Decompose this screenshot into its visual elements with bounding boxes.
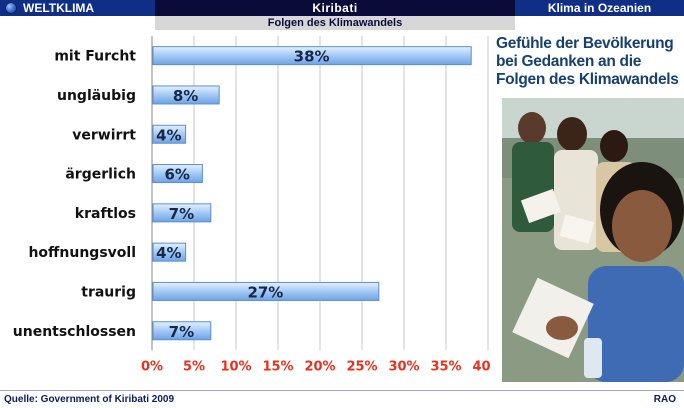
bar [152,164,203,184]
bar [152,242,187,262]
header-left: WELTKLIMA [0,0,155,16]
bar [152,46,472,66]
category-label: ärgerlich [65,167,136,183]
headline-line-3: Folgen des Klimawandels [496,71,679,88]
bar [152,281,380,301]
chart-headline: Gefühle der Bevölkerung bei Gedanken an … [496,35,682,89]
bar-value-label: 7% [169,205,194,223]
bar-value-label: 7% [169,323,194,341]
header-title: Kiribati [155,0,515,16]
globe-icon [5,2,17,14]
x-tick-label: 10% [220,359,251,374]
bar-value-label: 8% [173,87,198,105]
bar-value-label: 4% [156,126,181,144]
header-bar: WELTKLIMA Kiribati Klima in Ozeanien [0,0,684,16]
category-label: mit Furcht [54,49,136,65]
x-tick-label: 20% [304,359,335,374]
bar-chart: 0% 5% 10% 15% 20% 25% 30% 35% 40% mit Furcht 38% un… [13,36,490,374]
footer-bar: Quelle: Government of Kiribati 2009 RAO [0,390,684,408]
chart-area: 0% 5% 10% 15% 20% 25% 30% 35% 40% mit Furcht 38% un… [0,30,490,390]
category-label: ungläubig [57,88,136,104]
x-tick-label: 5% [183,359,205,374]
people-photo [502,98,684,382]
brand-logo: RAO [653,394,676,405]
x-tick-label: 15% [262,359,293,374]
x-tick-label: 25% [346,359,377,374]
bar [152,85,220,105]
bar-value-label: 6% [164,166,189,184]
category-label: unentschlossen [13,324,136,340]
bar-value-label: 4% [156,244,181,262]
bar [152,124,187,144]
x-tick-label: 30% [388,359,419,374]
source-text: Quelle: Government of Kiribati 2009 [4,394,175,405]
category-label: hoffnungsvoll [28,245,136,261]
category-label: verwirrt [72,127,136,143]
bar [152,203,212,223]
chart-subtitle: Folgen des Klimawandels [155,16,515,30]
x-tick-label: 40% [472,359,490,374]
category-label: kraftlos [75,206,136,222]
bar-value-label: 38% [294,48,330,66]
bar-value-label: 27% [247,283,283,301]
headline-line-2: bei Gedanken an die [496,53,642,70]
x-tick-label: 35% [430,359,461,374]
header-right: Klima in Ozeanien [515,0,684,16]
headline-line-1: Gefühle der Bevölkerung [496,35,674,52]
header-left-label: WELTKLIMA [23,1,95,15]
bar [152,321,212,341]
category-label: traurig [81,284,136,300]
x-tick-label: 0% [141,359,163,374]
